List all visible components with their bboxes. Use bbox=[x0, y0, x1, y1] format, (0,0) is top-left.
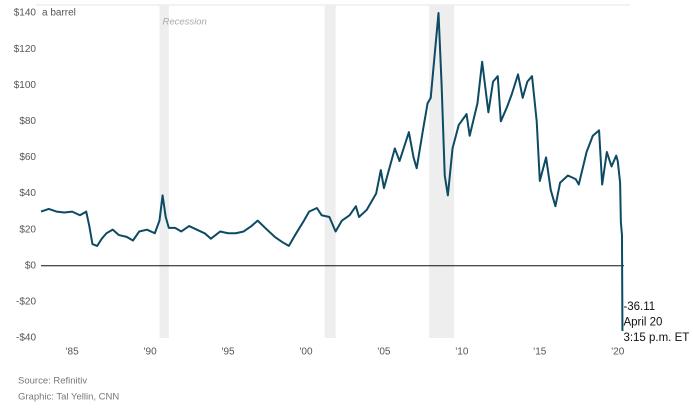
y-tick-label: $0 bbox=[25, 260, 37, 271]
x-tick-label: '00 bbox=[299, 347, 312, 358]
unit-label: a barrel bbox=[42, 8, 76, 19]
price-line bbox=[40, 12, 624, 331]
y-tick-label: $80 bbox=[19, 116, 36, 127]
y-tick-label: $20 bbox=[19, 224, 36, 235]
y-tick-label: -$40 bbox=[16, 333, 36, 344]
y-tick-label: $140 bbox=[14, 8, 37, 19]
credit: Graphic: Tal Yellin, CNN bbox=[18, 392, 119, 403]
annotation: April 20 bbox=[623, 317, 662, 329]
y-tick-label: $120 bbox=[14, 44, 37, 55]
recession-label: Recession bbox=[162, 17, 206, 28]
x-tick-label: '10 bbox=[455, 347, 468, 358]
y-tick-label: $40 bbox=[19, 188, 36, 199]
annotation: -36.11 bbox=[623, 301, 655, 313]
annotation: 3:15 p.m. ET bbox=[623, 332, 689, 344]
x-tick-label: '90 bbox=[144, 347, 157, 358]
x-tick-label: '95 bbox=[222, 347, 235, 358]
source: Source: Refinitiv bbox=[18, 376, 87, 387]
y-tick-label: -$20 bbox=[16, 297, 36, 308]
y-tick-label: $60 bbox=[19, 152, 36, 163]
x-tick-label: '85 bbox=[66, 347, 79, 358]
x-tick-label: '20 bbox=[611, 347, 624, 358]
recession-band bbox=[159, 5, 169, 338]
recession-band bbox=[324, 5, 336, 338]
x-tick-label: '05 bbox=[377, 347, 390, 358]
x-tick-label: '15 bbox=[533, 347, 546, 358]
y-tick-label: $100 bbox=[14, 80, 37, 91]
